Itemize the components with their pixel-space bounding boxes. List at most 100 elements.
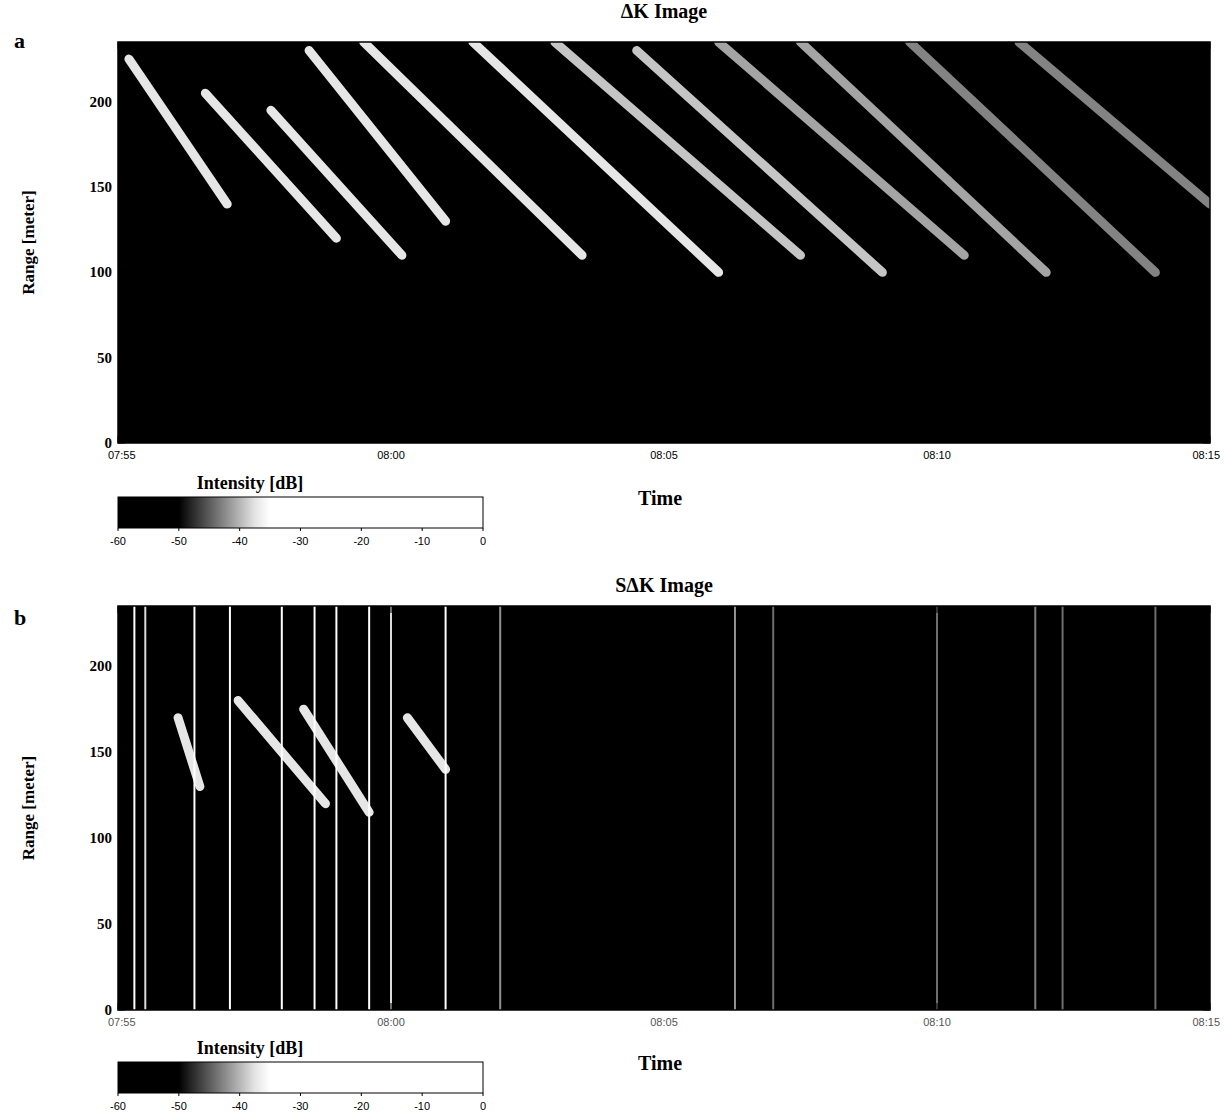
colorbar-tick-label: -10 (414, 1100, 430, 1112)
y-tick (1203, 357, 1210, 358)
x-tick (391, 1003, 392, 1010)
y-tick (1203, 752, 1210, 753)
panel-title: ΔK Image (621, 0, 708, 23)
colorbar-title: Intensity [dB] (197, 1038, 304, 1058)
vertical-line (281, 606, 283, 1010)
vertical-line (499, 606, 501, 1010)
x-tick (118, 1003, 119, 1010)
colorbar-tick (361, 528, 362, 531)
y-tick-label: 200 (90, 658, 113, 674)
x-tick (1210, 606, 1211, 613)
x-tick-label: 08:05 (650, 449, 678, 461)
y-tick-label: 50 (97, 916, 112, 932)
streak (129, 59, 227, 204)
vertical-line (133, 606, 135, 1010)
y-tick (118, 187, 125, 188)
colorbar-tick-label: -50 (171, 1100, 187, 1112)
y-tick-label: 150 (90, 744, 113, 760)
vertical-line (314, 606, 316, 1010)
colorbar-tick-label: -10 (414, 535, 430, 547)
colorbar (118, 497, 483, 528)
y-tick (118, 101, 125, 102)
streak (719, 42, 965, 255)
colorbar-tick (118, 528, 119, 531)
colorbar-tick (422, 1093, 423, 1096)
streak (364, 42, 582, 255)
plot-background (118, 42, 1210, 443)
x-tick-label: 07:55 (108, 1016, 136, 1028)
colorbar-tick (300, 1093, 301, 1096)
x-tick (664, 1003, 665, 1010)
y-tick-label: 100 (90, 830, 113, 846)
colorbar-tick-label: -30 (293, 1100, 309, 1112)
vertical-line (144, 606, 146, 1010)
colorbar-tick-label: -40 (232, 535, 248, 547)
x-tick (937, 1003, 938, 1010)
marks (129, 42, 1210, 272)
colorbar-tick-label: 0 (480, 1100, 486, 1112)
y-tick (1203, 838, 1210, 839)
vertical-line (335, 606, 337, 1010)
streak (309, 51, 446, 222)
y-tick (118, 272, 125, 273)
x-tick (664, 436, 665, 443)
x-tick (664, 42, 665, 49)
colorbar-tick-label: -50 (171, 535, 187, 547)
colorbar-tick-label: -20 (353, 1100, 369, 1112)
panel-label: a (14, 28, 25, 53)
x-tick (391, 436, 392, 443)
y-tick (1203, 101, 1210, 102)
colorbar-tick-label: -60 (110, 535, 126, 547)
colorbar-tick (239, 1093, 240, 1096)
marks (134, 606, 1155, 1010)
panel-label: b (14, 605, 26, 630)
y-tick-label: 50 (97, 350, 112, 366)
panel: ΔK Imagea050100150200Range [meter]07:550… (14, 0, 1220, 547)
y-tick (118, 924, 125, 925)
vertical-line (390, 606, 392, 1010)
streak (407, 718, 445, 770)
x-tick-label: 08:15 (1192, 449, 1220, 461)
y-tick (118, 357, 125, 358)
x-tick (391, 42, 392, 49)
streak (1019, 42, 1210, 204)
plot-background (118, 606, 1210, 1010)
x-tick-label: 08:00 (377, 449, 405, 461)
vertical-line (1062, 606, 1064, 1010)
colorbar-tick-label: -40 (232, 1100, 248, 1112)
y-tick-label: 150 (90, 179, 113, 195)
y-tick (118, 838, 125, 839)
y-tick (118, 752, 125, 753)
y-axis-title: Range [meter] (19, 190, 38, 294)
colorbar-tick-label: -60 (110, 1100, 126, 1112)
x-tick (118, 42, 119, 49)
y-tick (1203, 1010, 1210, 1011)
y-tick (1203, 443, 1210, 444)
streak (271, 110, 402, 255)
x-tick (937, 42, 938, 49)
y-tick-label: 200 (90, 94, 113, 110)
panel: SΔK Imageb050100150200Range [meter]07:55… (14, 574, 1220, 1112)
colorbar-tick (361, 1093, 362, 1096)
x-tick (1210, 42, 1211, 49)
figure: ΔK Image a 0 50 100 150 200 Range [meter] 07:55 0… (0, 0, 1228, 1116)
panel-title: SΔK Image (615, 574, 713, 597)
vertical-line (734, 606, 736, 1010)
x-tick (118, 606, 119, 613)
colorbar-tick-label: 0 (480, 535, 486, 547)
streak (555, 42, 801, 255)
vertical-line (936, 606, 938, 1010)
x-tick (664, 606, 665, 613)
y-tick-label: 100 (90, 264, 113, 280)
colorbar-tick (483, 528, 484, 531)
y-tick (1203, 924, 1210, 925)
x-axis-title: Time (638, 1052, 682, 1074)
colorbar-tick (239, 528, 240, 531)
colorbar-tick (300, 528, 301, 531)
plot-frame (118, 606, 1210, 1010)
y-tick (118, 666, 125, 667)
x-tick-label: 08:05 (650, 1016, 678, 1028)
plot-frame (118, 42, 1210, 443)
vertical-line (1034, 606, 1036, 1010)
x-tick (391, 606, 392, 613)
